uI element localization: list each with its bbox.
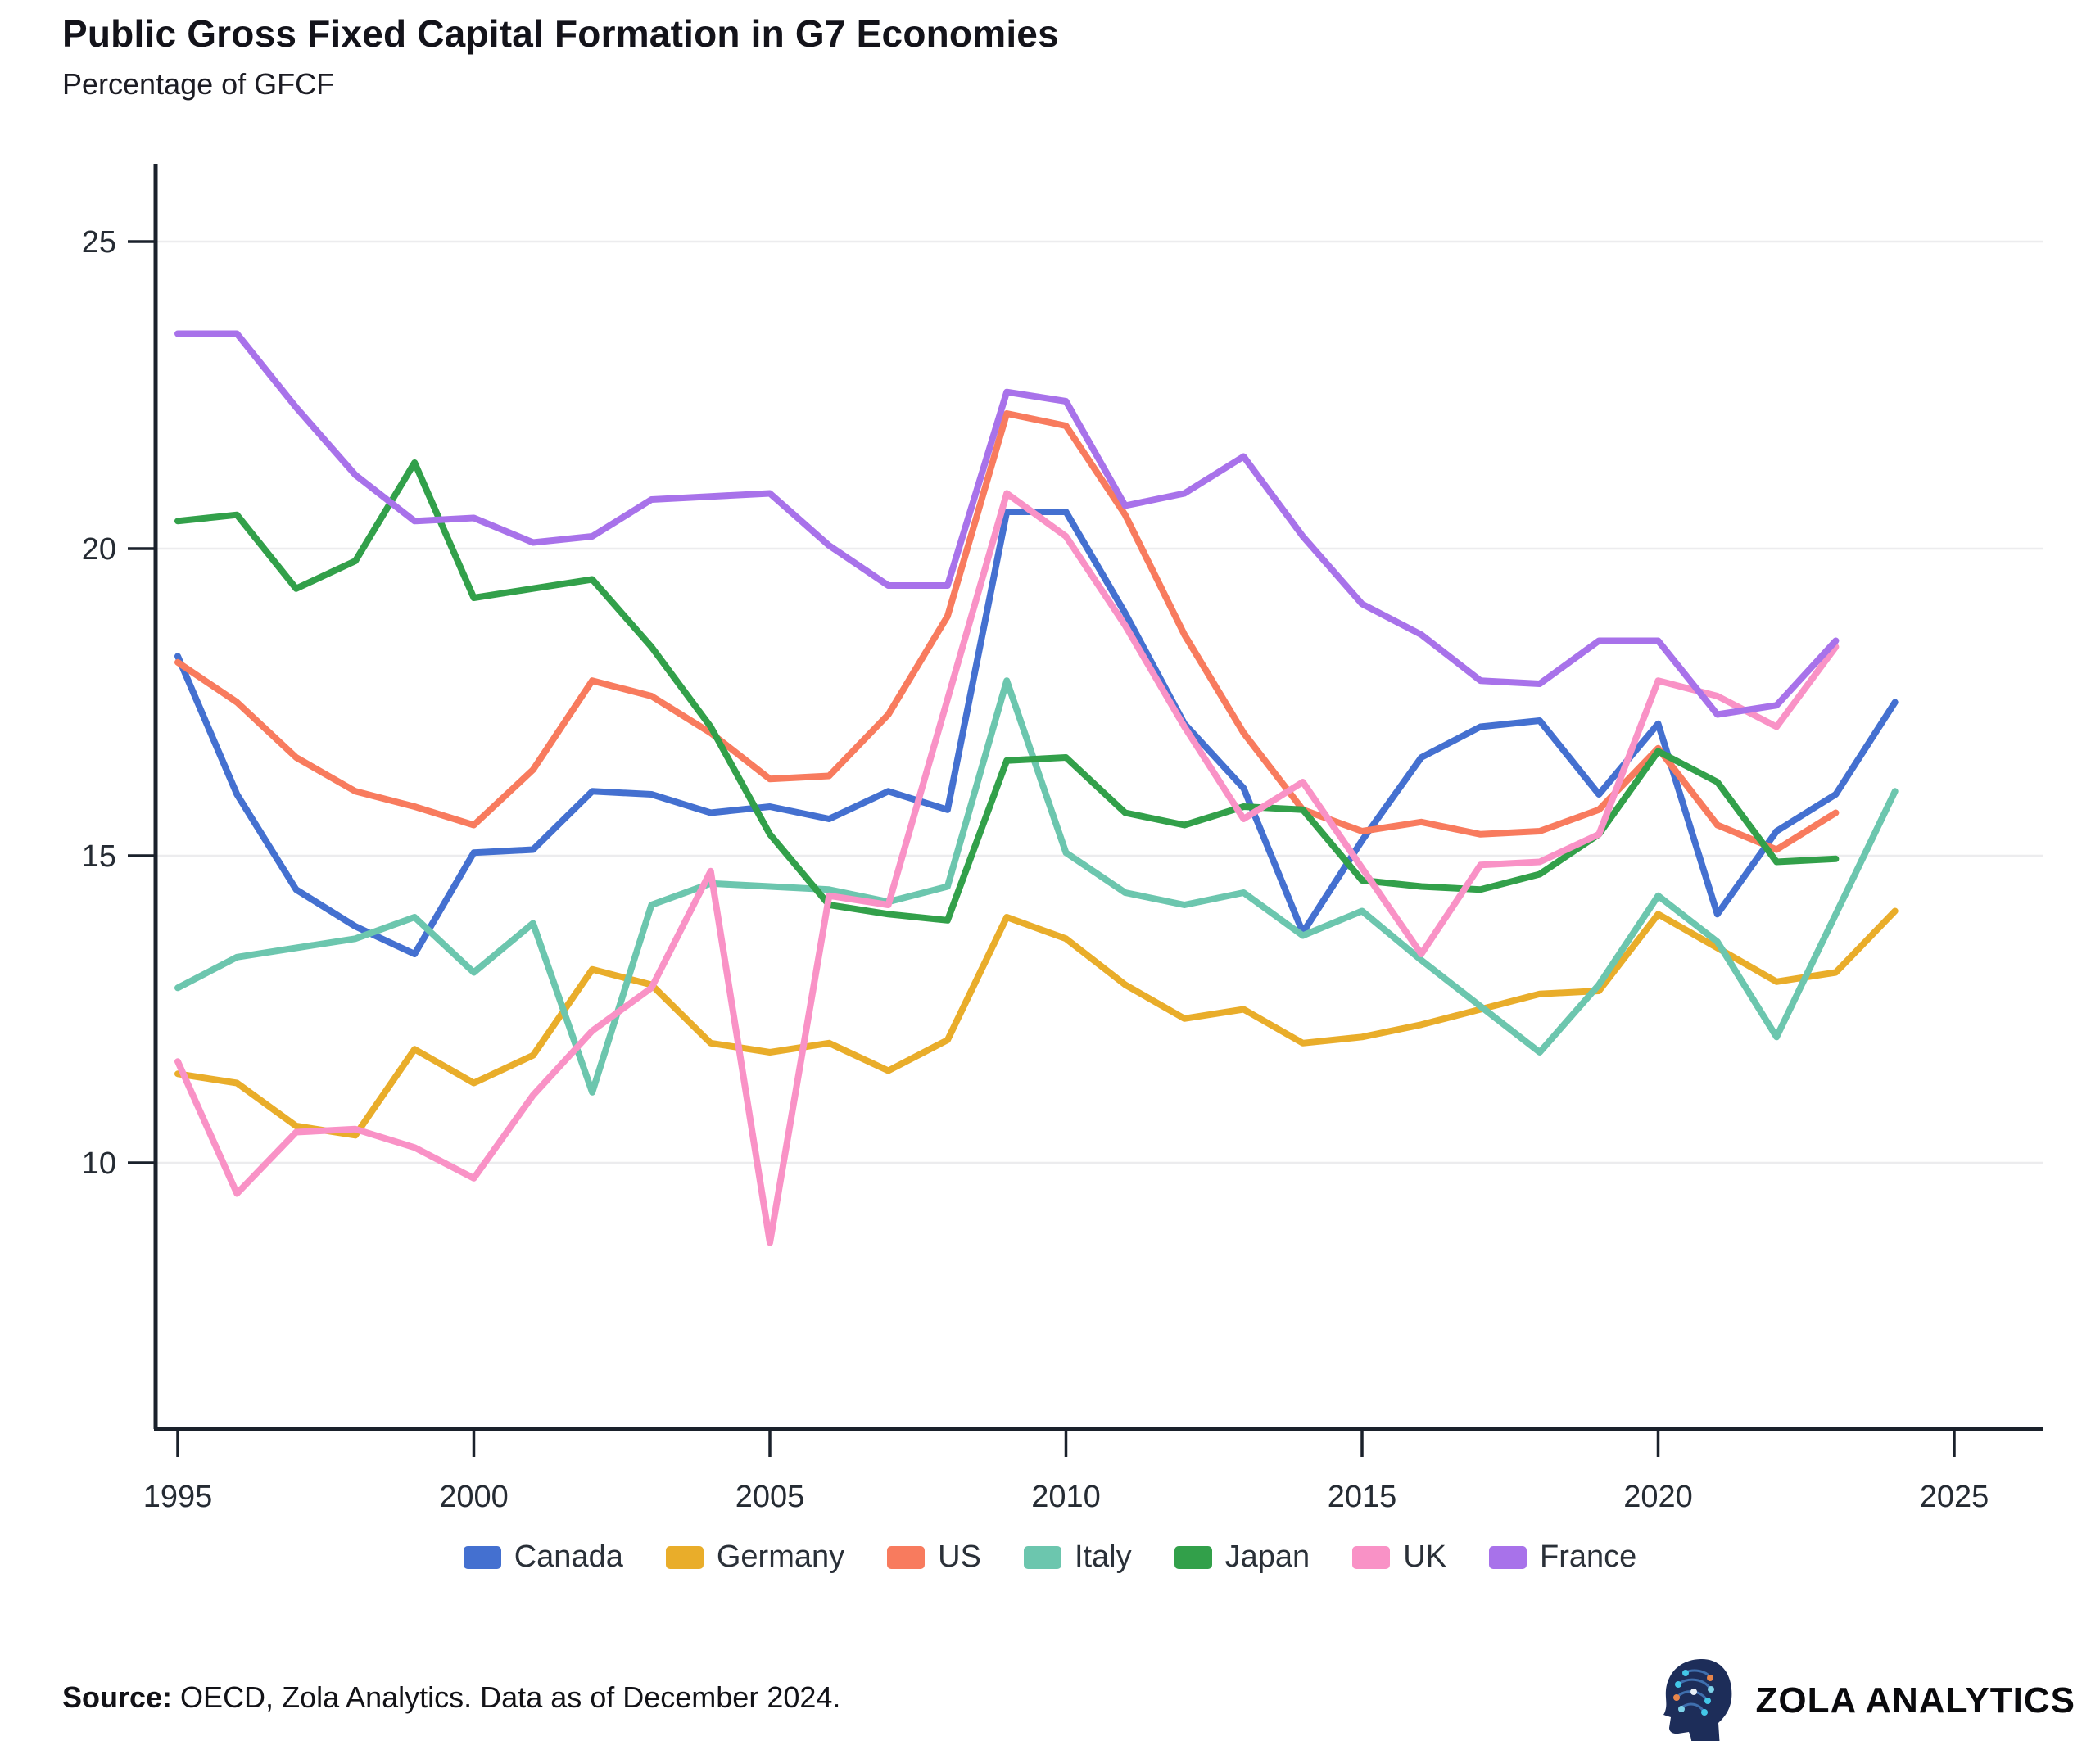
legend-swatch-japan (1174, 1545, 1212, 1569)
series-line-japan (174, 459, 1840, 924)
legend-swatch-canada (463, 1545, 501, 1569)
page-subtitle: Percentage of GFCF (62, 67, 335, 101)
y-tick-label-10: 10 (82, 1146, 116, 1181)
series-line-us (174, 410, 1840, 853)
legend-swatch-italy (1023, 1545, 1061, 1569)
legend-label-canada: Canada (514, 1540, 623, 1574)
legend-item-france: France (1488, 1540, 1637, 1575)
chart-legend: Canada Germany US Italy Japan UK France (0, 1540, 2100, 1575)
legend-swatch-us (887, 1545, 926, 1569)
y-tick-label-20: 20 (82, 532, 116, 567)
x-tick-label-2010: 2010 (1031, 1480, 1101, 1514)
page-title: Public Gross Fixed Capital Formation in … (62, 12, 1059, 55)
legend-label-japan: Japan (1224, 1540, 1310, 1574)
series-line-germany (174, 907, 1899, 1139)
x-tick-label-2000: 2000 (439, 1480, 509, 1514)
legend-item-germany: Germany (665, 1540, 845, 1575)
brand-footer: ZOLA ANALYTICS (1654, 1656, 2075, 1748)
legend-item-uk: UK (1352, 1540, 1446, 1575)
chart-area: 10 15 20 25 1995 2000 2005 2010 2015 2020 2025 (49, 156, 2100, 1548)
legend-label-us: US (938, 1540, 981, 1574)
x-tick-label-2015: 2015 (1328, 1480, 1397, 1514)
brand-name: ZOLA ANALYTICS (1755, 1680, 2075, 1721)
legend-swatch-uk (1352, 1545, 1391, 1569)
legend-swatch-germany (665, 1545, 704, 1569)
x-tick-label-1995: 1995 (143, 1480, 213, 1514)
zola-logo-icon (1654, 1656, 1740, 1748)
y-tick-label-15: 15 (82, 839, 116, 874)
y-tick-label-25: 25 (82, 225, 116, 260)
legend-swatch-france (1488, 1545, 1527, 1569)
legend-label-germany: Germany (716, 1540, 845, 1574)
legend-item-canada: Canada (463, 1540, 623, 1575)
legend-label-france: France (1539, 1540, 1637, 1574)
source-note: Source: OECD, Zola Analytics. Data as of… (62, 1680, 840, 1715)
legend-item-italy: Italy (1023, 1540, 1132, 1575)
legend-label-uk: UK (1403, 1540, 1446, 1574)
x-tick-label-2020: 2020 (1623, 1480, 1693, 1514)
source-text: OECD, Zola Analytics. Data as of Decembe… (172, 1680, 841, 1714)
legend-item-us: US (887, 1540, 981, 1575)
legend-label-italy: Italy (1074, 1540, 1132, 1574)
source-label: Source: (62, 1680, 173, 1714)
x-tick-label-2005: 2005 (735, 1480, 805, 1514)
series-line-italy (174, 677, 1899, 1096)
series-line-france (174, 330, 1840, 718)
x-tick-label-2025: 2025 (1920, 1480, 1989, 1514)
series-line-uk (174, 490, 1840, 1246)
legend-item-japan: Japan (1174, 1540, 1310, 1575)
